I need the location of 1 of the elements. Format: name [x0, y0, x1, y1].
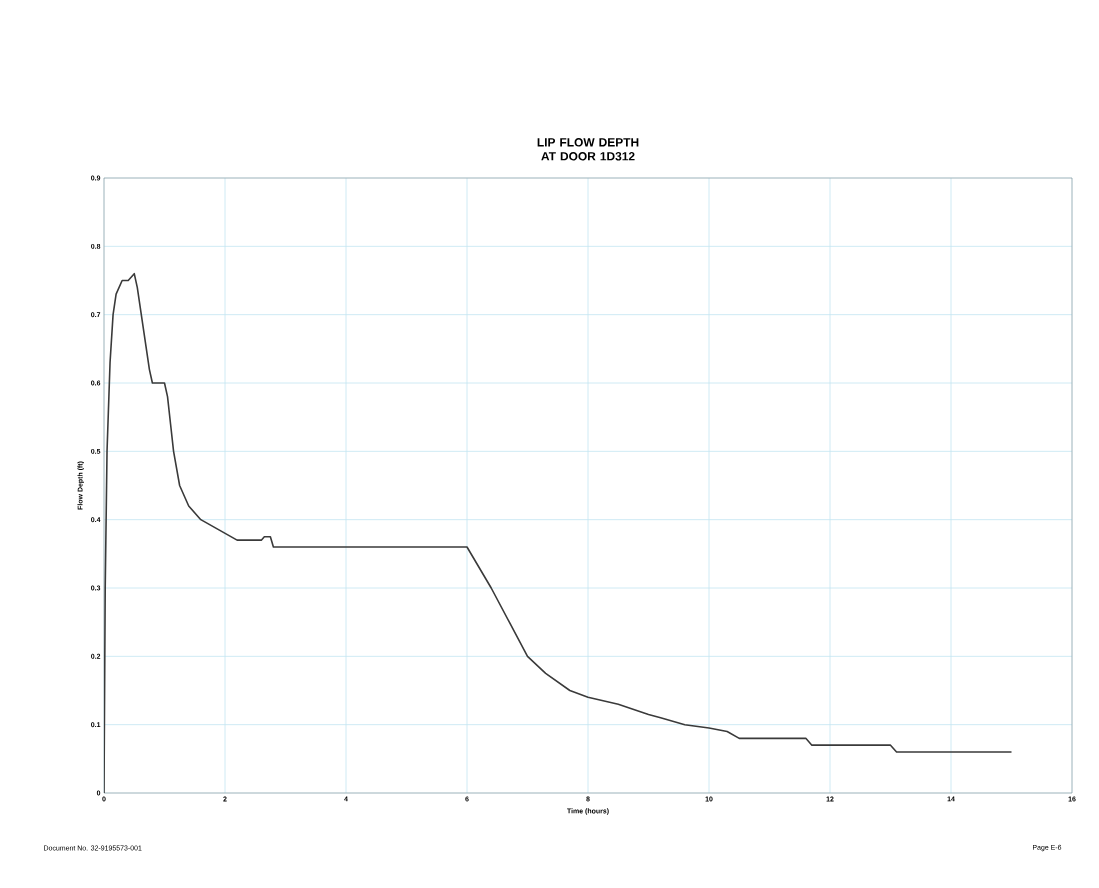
- chart-title: LIP FLOW DEPTH AT DOOR 1D312: [537, 138, 639, 161]
